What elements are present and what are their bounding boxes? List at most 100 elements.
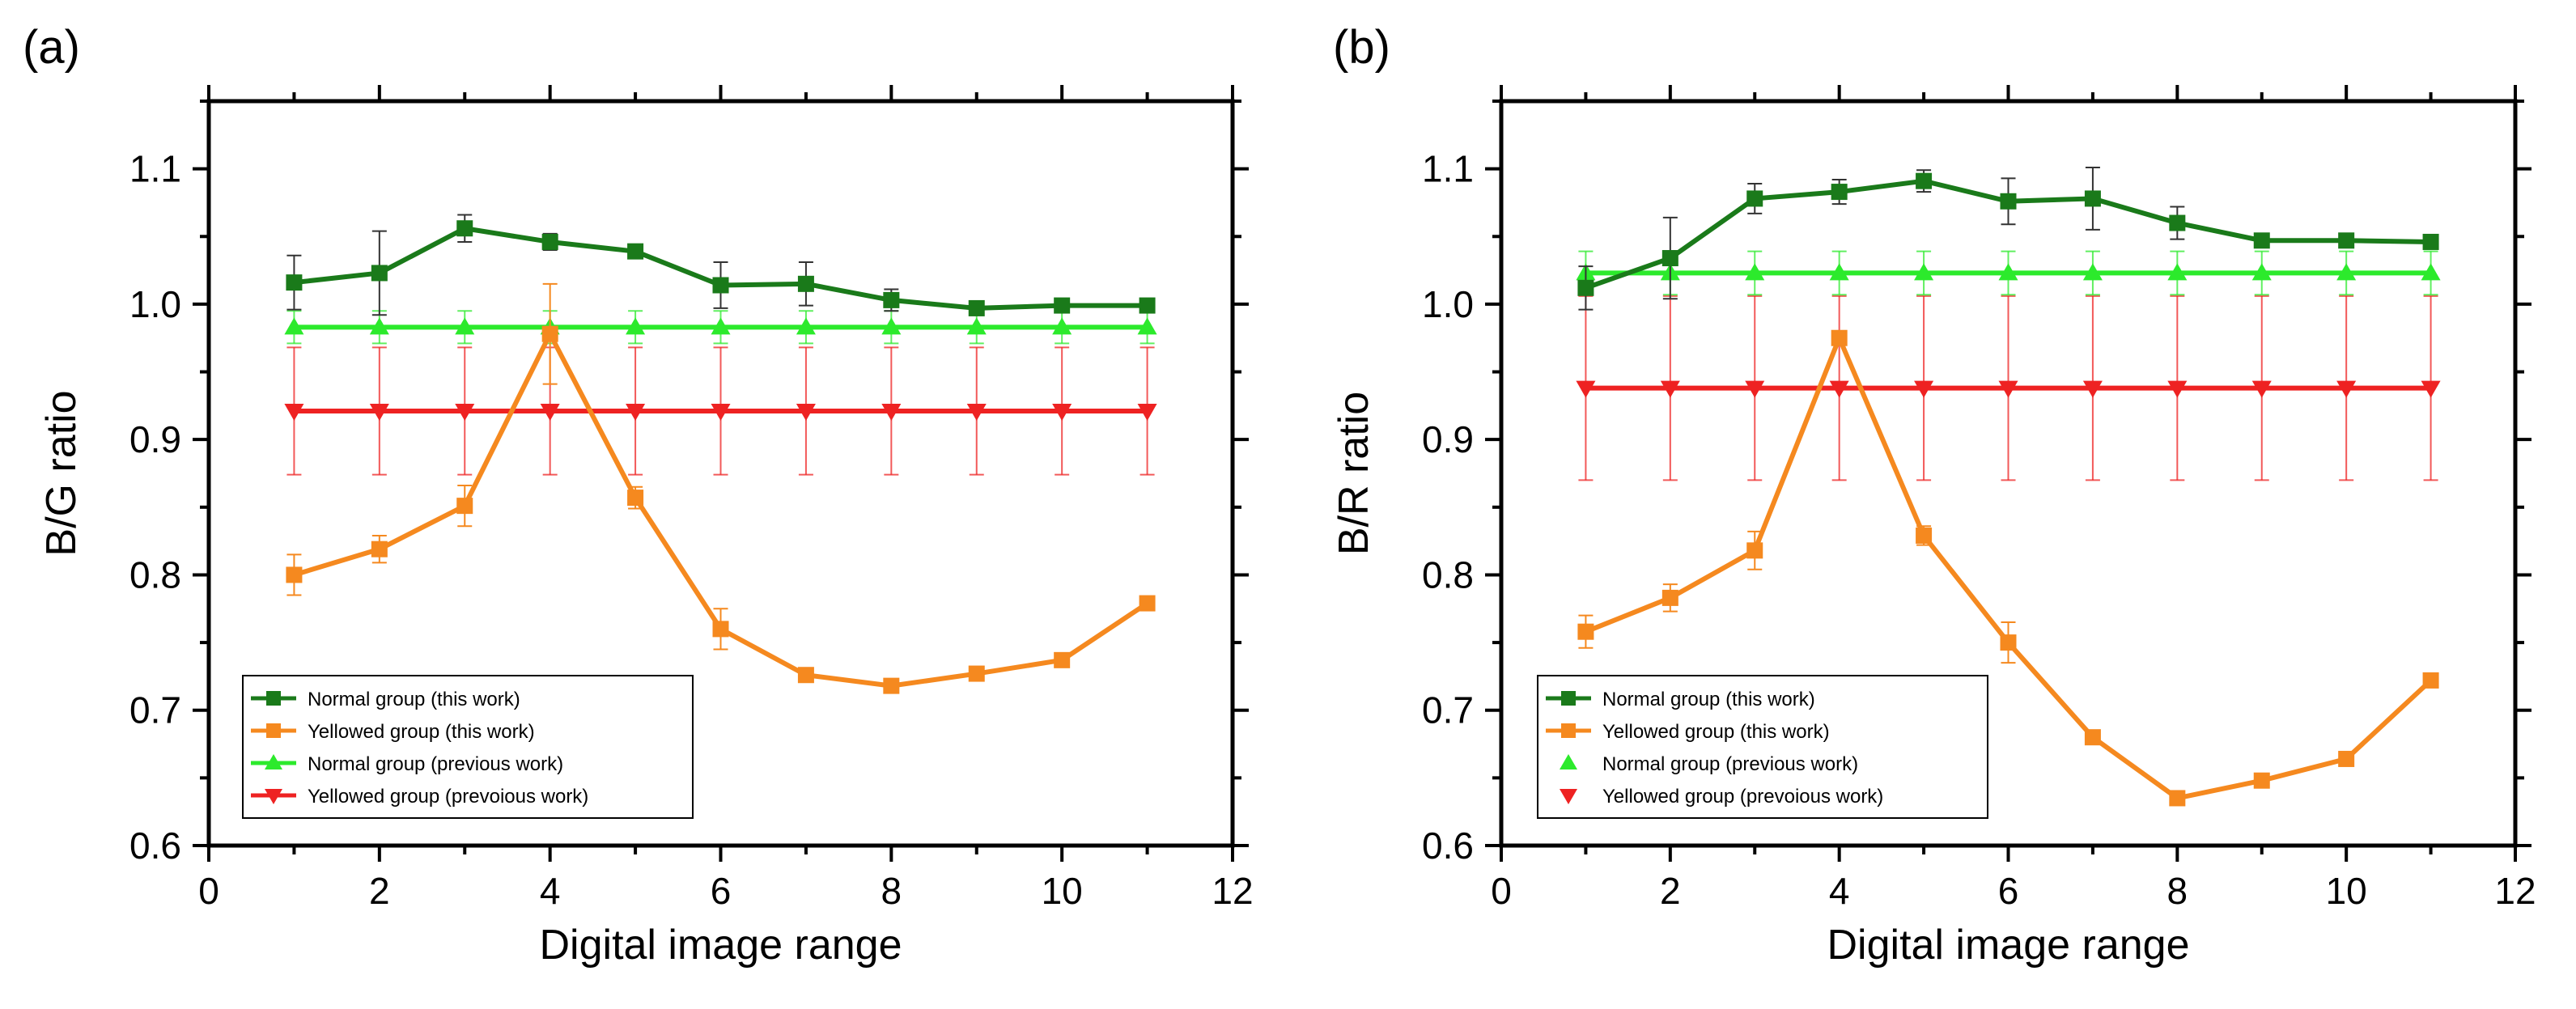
x-tick-label: 10	[1042, 870, 1083, 912]
legend-label: Yellowed group (prevoious work)	[308, 786, 588, 808]
x-tick-label: 12	[1212, 870, 1253, 912]
legend-marker	[1561, 691, 1576, 706]
data-point	[1916, 527, 1933, 544]
data-point	[797, 275, 814, 292]
y-axis-title: B/G ratio	[38, 390, 85, 556]
data-point	[2169, 790, 2186, 807]
data-point	[2084, 190, 2101, 207]
data-point	[1054, 651, 1071, 668]
data-point	[541, 233, 558, 250]
y-tick-label: 0.8	[129, 553, 181, 596]
legend-marker	[1560, 789, 1577, 804]
data-point	[286, 566, 303, 583]
data-point	[2422, 233, 2439, 250]
series-1	[1577, 329, 2439, 807]
data-point	[712, 621, 729, 638]
y-tick-label: 0.8	[1422, 553, 1474, 596]
data-point	[540, 404, 560, 422]
series-1	[286, 282, 1156, 694]
data-point	[1916, 172, 1933, 189]
data-point	[284, 404, 304, 422]
data-point	[2251, 380, 2272, 398]
data-point	[2082, 380, 2103, 398]
legend-box	[242, 675, 694, 819]
y-tick-label: 0.9	[1422, 418, 1474, 460]
data-point	[1576, 380, 1596, 398]
legend-label: Normal group (this work)	[1602, 689, 1815, 710]
data-point	[881, 404, 902, 422]
legend-marker	[1561, 723, 1576, 738]
data-point	[1831, 184, 1848, 201]
data-point	[2336, 380, 2357, 398]
data-point	[1137, 317, 1157, 335]
data-point	[627, 243, 644, 260]
data-point	[455, 317, 475, 335]
y-tick-label: 1.1	[129, 148, 181, 190]
series-0	[286, 214, 1156, 316]
data-point	[1914, 263, 1934, 281]
legend-label: Normal group (previous work)	[308, 753, 563, 775]
data-point	[455, 404, 475, 422]
data-point	[2084, 729, 2101, 746]
data-point	[1661, 250, 1678, 267]
legend: Normal group (this work) Yellowed group (…	[1537, 675, 1988, 819]
data-point	[1577, 279, 1594, 296]
x-tick-label: 6	[1998, 870, 2019, 912]
data-point	[2336, 263, 2357, 281]
data-point	[286, 274, 303, 291]
data-point	[1745, 380, 1765, 398]
x-tick-label: 8	[2167, 870, 2188, 912]
legend-box	[1537, 675, 1988, 819]
y-tick-label: 1.0	[1422, 283, 1474, 325]
data-point	[2422, 672, 2439, 689]
x-tick-label: 10	[2326, 870, 2367, 912]
x-tick-label: 0	[198, 870, 219, 912]
data-point	[1746, 190, 1763, 207]
x-tick-label: 2	[369, 870, 390, 912]
y-tick-label: 1.0	[129, 283, 181, 325]
data-point	[968, 299, 985, 316]
data-point	[2253, 772, 2270, 789]
y-tick-label: 0.7	[129, 689, 181, 731]
data-point	[369, 317, 389, 335]
data-point	[1052, 317, 1072, 335]
y-tick-label: 0.6	[1422, 825, 1474, 867]
x-tick-label: 4	[1829, 870, 1850, 912]
y-tick-label: 0.6	[129, 825, 181, 867]
data-point	[1998, 263, 2018, 281]
data-point	[2338, 750, 2355, 767]
series-0	[1577, 166, 2439, 311]
data-point	[456, 220, 473, 237]
data-point	[796, 317, 816, 335]
x-axis-title: Digital image range	[1827, 922, 2189, 969]
data-point	[966, 317, 987, 335]
data-point	[2169, 214, 2186, 231]
y-tick-label: 0.9	[129, 418, 181, 460]
legend-label: Yellowed group (prevoious work)	[1602, 786, 1883, 808]
legend-marker	[265, 789, 282, 804]
data-point	[2421, 263, 2441, 281]
data-point	[2000, 634, 2017, 651]
data-point	[626, 317, 646, 335]
x-tick-label: 4	[540, 870, 561, 912]
legend-marker	[265, 754, 282, 769]
data-point	[371, 541, 388, 557]
data-point	[968, 665, 985, 682]
data-point	[1139, 595, 1156, 612]
x-tick-label: 6	[711, 870, 732, 912]
data-point	[2421, 380, 2441, 398]
data-point	[2167, 263, 2188, 281]
series-2	[284, 310, 1157, 345]
data-point	[1577, 623, 1594, 640]
x-tick-label: 0	[1491, 870, 1512, 912]
data-point	[796, 404, 816, 422]
y-tick-label: 0.7	[1422, 689, 1474, 731]
y-axis-title: B/R ratio	[1330, 392, 1377, 555]
x-axis-title: Digital image range	[539, 922, 902, 969]
data-point	[881, 317, 902, 335]
x-tick-label: 8	[881, 870, 902, 912]
data-point	[1137, 404, 1157, 422]
data-point	[2251, 263, 2272, 281]
x-tick-label: 2	[1660, 870, 1681, 912]
data-point	[1914, 380, 1934, 398]
